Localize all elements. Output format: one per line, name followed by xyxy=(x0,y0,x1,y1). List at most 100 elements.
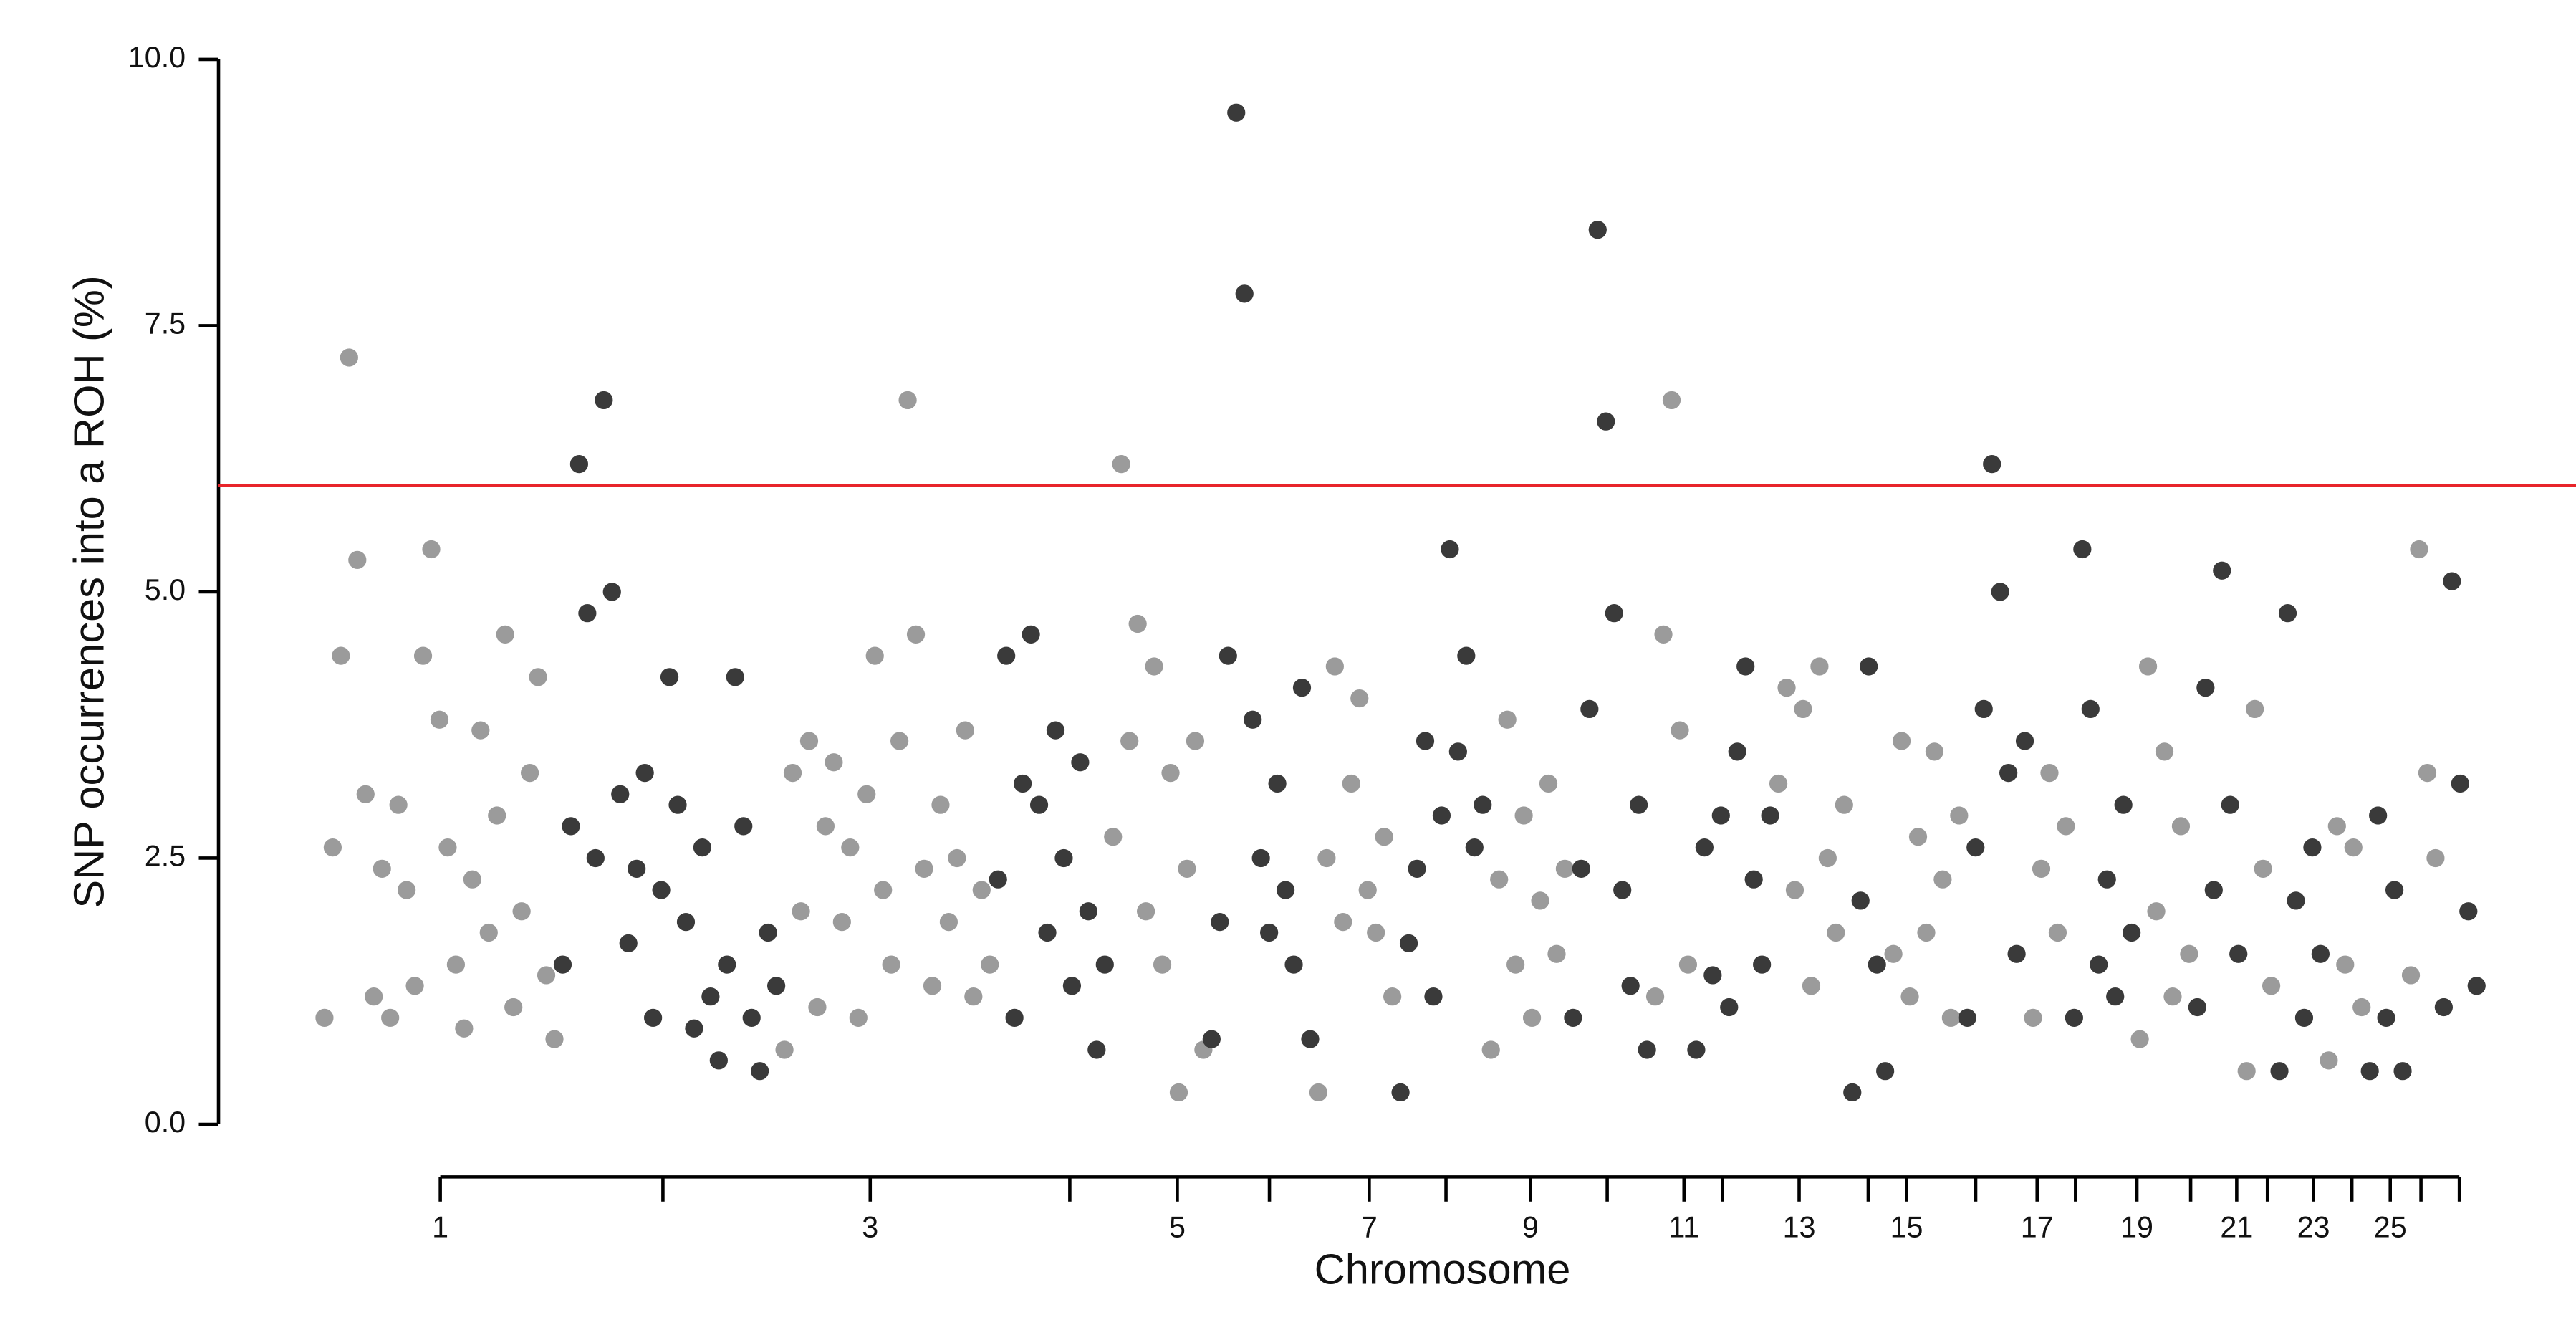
snp-point xyxy=(1605,604,1623,623)
x-tick-label: 13 xyxy=(1783,1211,1816,1244)
snp-point xyxy=(2163,987,2182,1006)
snp-point xyxy=(1638,1040,1656,1059)
snp-point xyxy=(1892,732,1911,750)
snp-point xyxy=(1630,795,1648,814)
snp-point xyxy=(1777,679,1796,697)
snp-point xyxy=(1966,838,1985,857)
snp-point xyxy=(1950,806,1969,825)
snp-point xyxy=(685,1019,703,1038)
snp-point xyxy=(578,604,597,623)
snp-point xyxy=(931,795,950,814)
snp-point xyxy=(1703,966,1722,985)
snp-point xyxy=(2393,1062,2412,1081)
snp-point xyxy=(446,955,466,974)
snp-point xyxy=(2097,870,2116,889)
snp-point xyxy=(2024,1008,2042,1027)
snp-point xyxy=(832,913,851,932)
snp-point xyxy=(1120,732,1139,750)
snp-point xyxy=(1597,412,1615,431)
snp-point xyxy=(799,732,819,750)
snp-point xyxy=(2048,923,2067,942)
snp-point xyxy=(981,955,999,974)
snp-point xyxy=(792,902,810,921)
snp-point xyxy=(1169,1083,1188,1102)
snp-point xyxy=(775,1040,794,1059)
snp-point xyxy=(1728,742,1746,761)
snp-point xyxy=(2352,997,2371,1017)
snp-point xyxy=(1695,838,1714,857)
snp-point xyxy=(2180,944,2198,963)
snp-point xyxy=(742,1008,761,1027)
snp-point xyxy=(586,848,605,868)
snp-point xyxy=(1974,699,1993,719)
snp-point xyxy=(1621,977,1640,995)
snp-point xyxy=(520,763,539,783)
snp-point xyxy=(2114,795,2133,814)
snp-point xyxy=(463,870,481,889)
snp-point xyxy=(693,838,712,857)
snp-point xyxy=(989,870,1007,889)
snp-point xyxy=(652,881,671,899)
snp-point xyxy=(734,817,753,836)
snp-point xyxy=(1325,657,1344,676)
snp-point xyxy=(906,625,926,644)
snp-point xyxy=(1424,987,1443,1006)
snp-point xyxy=(964,987,983,1006)
snp-point xyxy=(1079,902,1097,921)
snp-point xyxy=(1769,774,1788,793)
snp-point xyxy=(1416,732,1435,750)
snp-point xyxy=(2196,679,2215,697)
snp-point xyxy=(315,1008,334,1027)
snp-point xyxy=(1835,795,1853,814)
snp-point xyxy=(365,987,383,1006)
snp-point xyxy=(1128,614,1147,633)
snp-point xyxy=(332,646,350,665)
snp-point xyxy=(1145,657,1163,676)
snp-point xyxy=(2254,859,2272,878)
snp-point xyxy=(701,987,720,1006)
snp-point xyxy=(2303,838,2322,857)
snp-point xyxy=(1038,923,1057,942)
snp-point xyxy=(2213,561,2231,580)
snp-point xyxy=(619,934,638,952)
snp-point xyxy=(1062,977,1082,995)
snp-point xyxy=(849,1008,868,1027)
snp-point xyxy=(1029,795,1049,814)
snp-point xyxy=(2221,795,2239,814)
snp-point xyxy=(1342,774,1360,793)
snp-point xyxy=(413,646,433,665)
x-tick-label: 5 xyxy=(1169,1211,1186,1244)
snp-point xyxy=(1202,1030,1221,1048)
snp-point xyxy=(1983,454,2001,474)
x-tick-label: 3 xyxy=(862,1211,878,1244)
snp-point xyxy=(1276,881,1295,899)
x-tick-label: 23 xyxy=(2297,1211,2330,1244)
snp-point xyxy=(356,785,375,803)
snp-point xyxy=(1999,763,2018,783)
snp-point xyxy=(1613,881,1632,899)
snp-point xyxy=(2434,997,2453,1017)
snp-point xyxy=(759,923,777,942)
snp-point xyxy=(602,583,621,601)
snp-point xyxy=(2106,987,2125,1006)
snp-point xyxy=(1334,913,1352,932)
snp-point xyxy=(1071,753,1090,772)
snp-point xyxy=(2188,997,2206,1017)
snp-point xyxy=(1490,870,1509,889)
snp-point xyxy=(1235,284,1254,303)
snp-point xyxy=(1161,763,1180,783)
snp-point xyxy=(389,795,408,814)
snp-point xyxy=(1514,806,1533,825)
snp-point xyxy=(1843,1083,1862,1102)
snp-point xyxy=(709,1051,728,1070)
snp-point xyxy=(2130,1030,2149,1048)
snp-point xyxy=(2327,817,2346,836)
snp-point xyxy=(1572,859,1590,878)
snp-point xyxy=(1941,1008,1960,1027)
snp-point xyxy=(438,838,457,857)
y-tick-label: 5.0 xyxy=(145,573,186,606)
snp-point xyxy=(1095,955,1114,974)
snp-point xyxy=(1810,657,1829,676)
snp-point xyxy=(1662,391,1681,410)
